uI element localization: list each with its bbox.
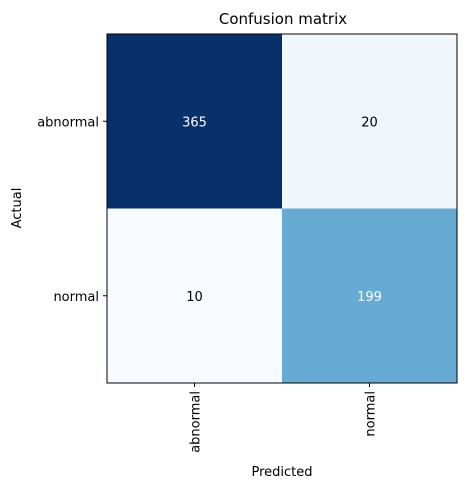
cell-value-label: 365 <box>182 115 207 130</box>
heatmap-cell-normal-abnormal <box>107 208 282 383</box>
heatmap-cell-normal-normal <box>282 208 457 383</box>
y-axis-label: Actual <box>10 188 25 229</box>
heatmap-cell-abnormal-abnormal <box>107 34 282 209</box>
axis-ticks: abnormal normal abnormal normal <box>37 115 378 453</box>
heatmap-cell-abnormal-normal <box>282 34 457 209</box>
chart-title: Confusion matrix <box>219 10 347 28</box>
x-tick-label: abnormal <box>189 391 204 453</box>
heatmap-cells: 365 20 10 199 <box>107 34 457 383</box>
cell-value-label: 10 <box>186 290 203 305</box>
x-axis-label: Predicted <box>251 465 312 480</box>
cell-value-label: 20 <box>361 115 378 130</box>
y-tick-label: normal <box>53 290 99 305</box>
x-tick-label: normal <box>364 391 379 437</box>
plot-frame <box>106 33 458 384</box>
cell-value-label: 199 <box>357 290 382 305</box>
y-tick-label: abnormal <box>37 115 99 130</box>
